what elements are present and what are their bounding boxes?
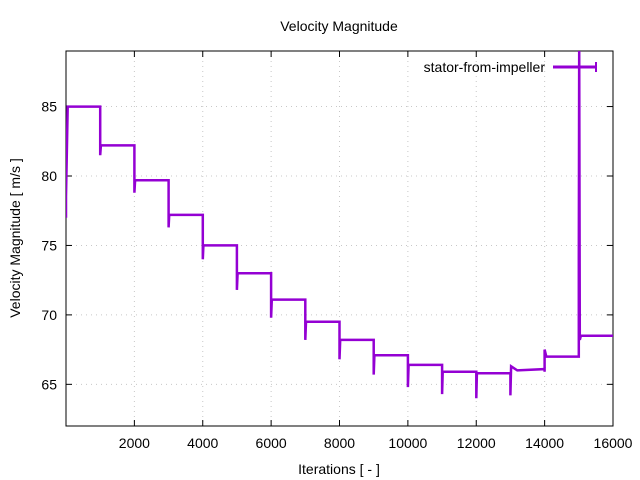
series-line-stator-from-impeller [66, 51, 613, 399]
series-layer [66, 51, 613, 399]
chart-title: Velocity Magnitude [280, 18, 398, 34]
x-tick-label: 16000 [594, 435, 633, 451]
x-tick-label: 6000 [256, 435, 287, 451]
grid [66, 51, 613, 426]
x-tick-label: 2000 [119, 435, 150, 451]
x-tick-label: 8000 [324, 435, 355, 451]
legend: stator-from-impeller [424, 59, 597, 75]
y-tick-label: 70 [41, 307, 57, 323]
y-tick-label: 75 [41, 237, 57, 253]
y-tick-label: 80 [41, 168, 57, 184]
y-axis-label: Velocity Magnitude [ m/s ] [7, 158, 23, 318]
x-tick-label: 14000 [525, 435, 564, 451]
x-axis-label: Iterations [ - ] [298, 461, 380, 477]
legend-label: stator-from-impeller [424, 59, 546, 75]
y-tick-label: 85 [41, 99, 57, 115]
x-tick-label: 12000 [457, 435, 496, 451]
x-tick-label: 4000 [187, 435, 218, 451]
axis-ticks: 2000 4000 6000 8000 10000 12000 14000 16000 65 70… [41, 51, 633, 451]
y-tick-label: 65 [41, 376, 57, 392]
x-tick-label: 10000 [388, 435, 427, 451]
